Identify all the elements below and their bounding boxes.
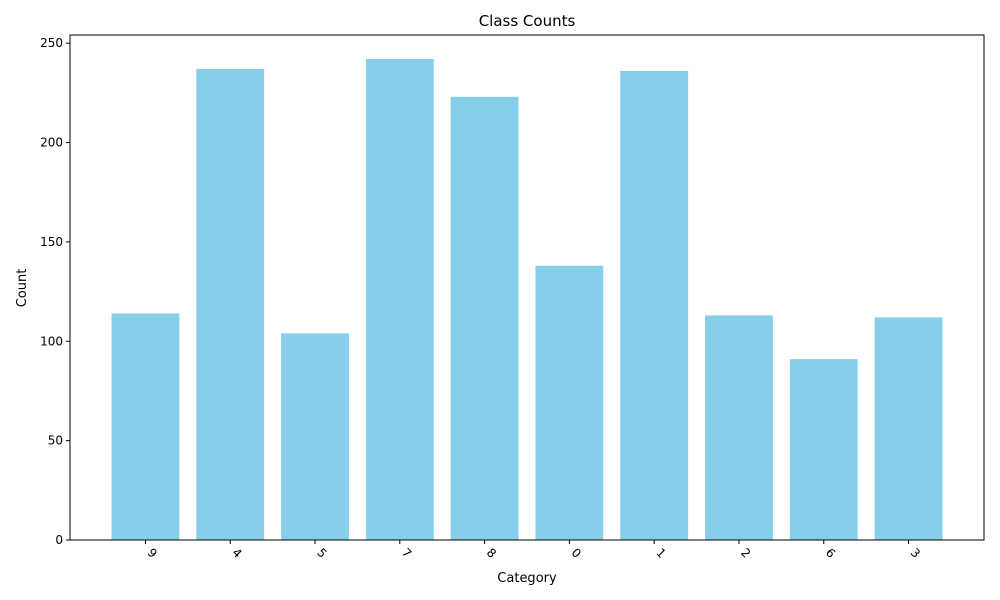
x-tick-label: 7	[399, 546, 414, 561]
x-tick-label: 4	[229, 546, 244, 561]
x-axis-label: Category	[497, 571, 557, 586]
bar-7	[365, 59, 434, 541]
plot-frame	[69, 34, 985, 541]
bars-group	[111, 59, 943, 541]
bar-3	[874, 317, 943, 540]
y-tick-label: 150	[40, 235, 63, 249]
y-tick-label: 250	[40, 36, 63, 50]
x-tick-label: 2	[738, 546, 753, 561]
chart-title: Class Counts	[479, 12, 576, 30]
y-tick-label: 50	[48, 434, 63, 448]
x-tick-label: 9	[145, 546, 160, 561]
bar-0	[535, 265, 604, 540]
x-tick-label: 3	[908, 546, 923, 561]
bar-4	[196, 68, 265, 540]
x-axis: 9 4 5 7 8 0 1 2 6 3	[145, 540, 923, 561]
x-tick-label: 5	[314, 546, 329, 561]
bar-1	[620, 70, 689, 540]
bar-2	[705, 315, 773, 540]
x-tick-label: 8	[484, 546, 499, 561]
x-tick-label: 6	[823, 546, 838, 561]
bar-5	[281, 333, 349, 540]
y-axis: 0 50 100 150 200 250	[40, 36, 70, 547]
bar-9	[111, 313, 180, 540]
bar-8	[450, 96, 519, 540]
y-tick-label: 0	[55, 533, 63, 547]
y-tick-label: 200	[40, 136, 63, 150]
x-tick-label: 1	[653, 546, 668, 561]
x-tick-label: 0	[569, 546, 584, 561]
y-axis-label: Count	[15, 269, 30, 308]
bar-6	[789, 359, 858, 540]
y-tick-label: 100	[40, 334, 63, 348]
